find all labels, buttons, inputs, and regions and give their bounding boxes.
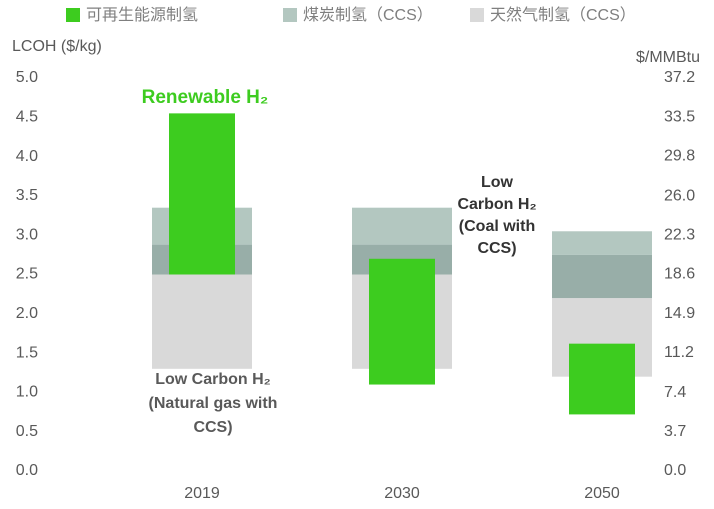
y-tick-label: 5.0 <box>16 69 38 86</box>
y-tick-label: 2.0 <box>16 305 38 322</box>
y-tick-label: 1.0 <box>16 384 38 401</box>
y-axis-title: LCOH ($/kg) <box>12 38 102 55</box>
legend-text: 可再生能源制氢 <box>86 6 198 24</box>
range-bar <box>169 113 235 275</box>
range-bar-upper <box>352 207 452 245</box>
y-tick-label: 0.5 <box>16 423 38 440</box>
x-tick-label: 2030 <box>384 485 420 502</box>
x-tick-label: 2050 <box>584 485 620 502</box>
annotation: (Natural gas with <box>149 395 278 412</box>
range-bar-lower <box>552 254 652 299</box>
y-tick-label: 1.5 <box>16 344 38 361</box>
y2-tick-label: 3.7 <box>664 423 686 440</box>
y2-tick-label: 11.2 <box>664 344 694 361</box>
legend-text: 天然气制氢（CCS） <box>490 6 636 24</box>
range-bar <box>152 274 252 369</box>
range-bar <box>569 343 635 415</box>
annotation: Low Carbon H₂ <box>155 371 271 388</box>
range-bar-upper <box>552 231 652 255</box>
annotation: CCS) <box>193 419 232 436</box>
y2-tick-label: 26.0 <box>664 188 695 205</box>
y-tick-label: 3.0 <box>16 226 38 243</box>
legend-swatch <box>66 8 80 22</box>
y-tick-label: 0.0 <box>16 462 38 479</box>
y-tick-label: 2.5 <box>16 266 38 283</box>
y2-tick-label: 22.3 <box>664 227 695 244</box>
annotation: CCS) <box>477 240 516 257</box>
y2-axis-title: $/MMBtu <box>636 49 700 66</box>
range-bar <box>369 258 435 385</box>
y2-tick-label: 37.2 <box>664 69 695 86</box>
annotation: (Coal with <box>459 218 535 235</box>
legend-swatch <box>283 8 297 22</box>
legend-swatch <box>470 8 484 22</box>
y2-tick-label: 33.5 <box>664 108 695 125</box>
annotation: Renewable H₂ <box>142 87 269 108</box>
y2-tick-label: 7.4 <box>664 384 686 401</box>
y2-tick-label: 0.0 <box>664 462 686 479</box>
annotation: Carbon H₂ <box>457 196 536 213</box>
y2-tick-label: 18.6 <box>664 266 695 283</box>
annotation: Low <box>481 174 514 191</box>
y2-tick-label: 14.9 <box>664 305 695 322</box>
legend-text: 煤炭制氢（CCS） <box>303 6 433 24</box>
y-tick-label: 4.5 <box>16 109 38 126</box>
y-tick-label: 4.0 <box>16 148 38 165</box>
y-tick-label: 3.5 <box>16 187 38 204</box>
y2-tick-label: 29.8 <box>664 147 695 164</box>
x-tick-label: 2019 <box>184 485 220 502</box>
